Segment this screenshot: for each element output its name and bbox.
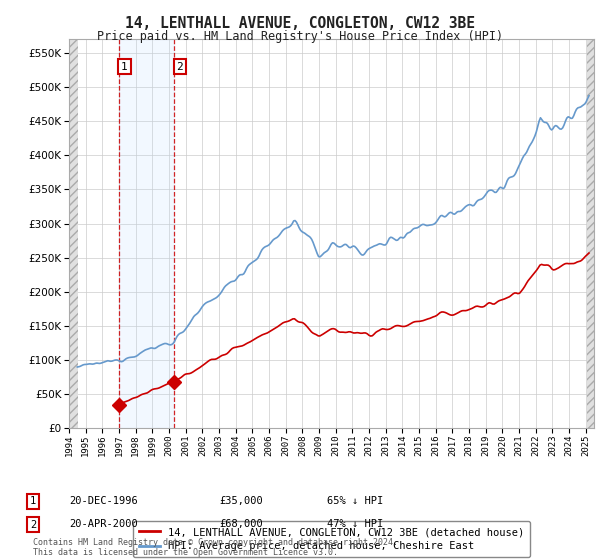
Bar bbox=[587, 39, 594, 428]
Text: 1: 1 bbox=[30, 496, 36, 506]
Bar bbox=[69, 39, 78, 428]
Text: £68,000: £68,000 bbox=[219, 519, 263, 529]
Text: 2: 2 bbox=[30, 520, 36, 530]
Text: Contains HM Land Registry data © Crown copyright and database right 2024.
This d: Contains HM Land Registry data © Crown c… bbox=[33, 538, 398, 557]
Text: 20-DEC-1996: 20-DEC-1996 bbox=[69, 496, 138, 506]
Text: 1: 1 bbox=[121, 62, 128, 72]
Text: Price paid vs. HM Land Registry's House Price Index (HPI): Price paid vs. HM Land Registry's House … bbox=[97, 30, 503, 43]
Text: 65% ↓ HPI: 65% ↓ HPI bbox=[327, 496, 383, 506]
Text: 20-APR-2000: 20-APR-2000 bbox=[69, 519, 138, 529]
Text: 47% ↓ HPI: 47% ↓ HPI bbox=[327, 519, 383, 529]
Legend: 14, LENTHALL AVENUE, CONGLETON, CW12 3BE (detached house), HPI: Average price, d: 14, LENTHALL AVENUE, CONGLETON, CW12 3BE… bbox=[133, 521, 530, 557]
Bar bbox=[119, 39, 174, 428]
Text: 2: 2 bbox=[176, 62, 183, 72]
Text: 14, LENTHALL AVENUE, CONGLETON, CW12 3BE: 14, LENTHALL AVENUE, CONGLETON, CW12 3BE bbox=[125, 16, 475, 31]
Text: £35,000: £35,000 bbox=[219, 496, 263, 506]
